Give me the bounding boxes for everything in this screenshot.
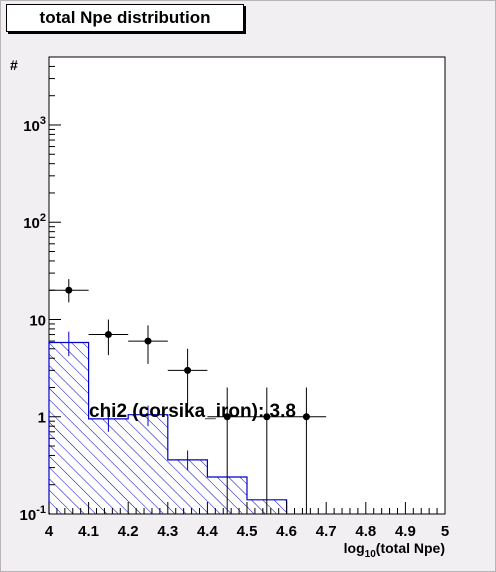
- point-marker: [223, 413, 231, 421]
- data-point: [207, 387, 247, 514]
- x-tick-label: 4.4: [197, 523, 219, 540]
- y-tick-label: 103: [23, 115, 46, 135]
- y-tick-label: 10: [29, 312, 46, 329]
- x-tick-label: 5: [441, 523, 449, 540]
- histogram: [48, 331, 288, 514]
- y-tick-label: 10-1: [20, 504, 46, 524]
- point-marker: [65, 286, 73, 294]
- data-point: [167, 348, 208, 406]
- data-point: [49, 279, 89, 303]
- y-tick-label: 102: [23, 212, 46, 232]
- x-axis-label: log10(total Npe): [344, 540, 445, 560]
- hist-bin: [49, 342, 89, 514]
- data-point: [88, 319, 129, 356]
- data-point: [128, 325, 168, 364]
- axes: 4 4.1 4.2 4.3 4.4 4.5 4.6 4.7 4.8 4.9 5 10-1 1 10 102 1…: [20, 56, 449, 540]
- x-tick-label: 4.7: [316, 523, 337, 540]
- data-point: [286, 387, 327, 514]
- point-marker: [104, 331, 112, 339]
- y-axis-label: #: [10, 57, 18, 73]
- data-points: [49, 279, 327, 514]
- x-tick-label: 4.8: [355, 523, 376, 540]
- hist-bin: [128, 414, 168, 514]
- y-tick-label: 1: [38, 410, 46, 427]
- x-tick-label: 4.5: [237, 523, 258, 540]
- data-point: [247, 387, 287, 514]
- x-tick-label: 4.9: [395, 523, 416, 540]
- x-axis-label-sub: 10: [365, 549, 377, 560]
- point-marker: [144, 337, 152, 345]
- chi2-annotation: chi2 (corsika_iron): 3.8: [89, 401, 296, 422]
- x-axis-label-pre: log: [344, 540, 365, 556]
- hist-bin: [88, 418, 129, 514]
- title-box: total Npe distribution: [6, 4, 244, 32]
- chart-title: total Npe distribution: [39, 8, 211, 27]
- x-tick-label: 4.1: [78, 523, 99, 540]
- x-tick-label: 4: [45, 523, 54, 540]
- point-marker: [184, 366, 192, 374]
- x-tick-label: 4.2: [118, 523, 139, 540]
- x-tick-label: 4.6: [276, 523, 297, 540]
- hist-outline: [48, 341, 288, 514]
- point-marker: [263, 413, 271, 421]
- x-axis-label-post: (total Npe): [376, 540, 445, 556]
- point-marker: [302, 413, 310, 421]
- x-tick-label: 4.3: [157, 523, 178, 540]
